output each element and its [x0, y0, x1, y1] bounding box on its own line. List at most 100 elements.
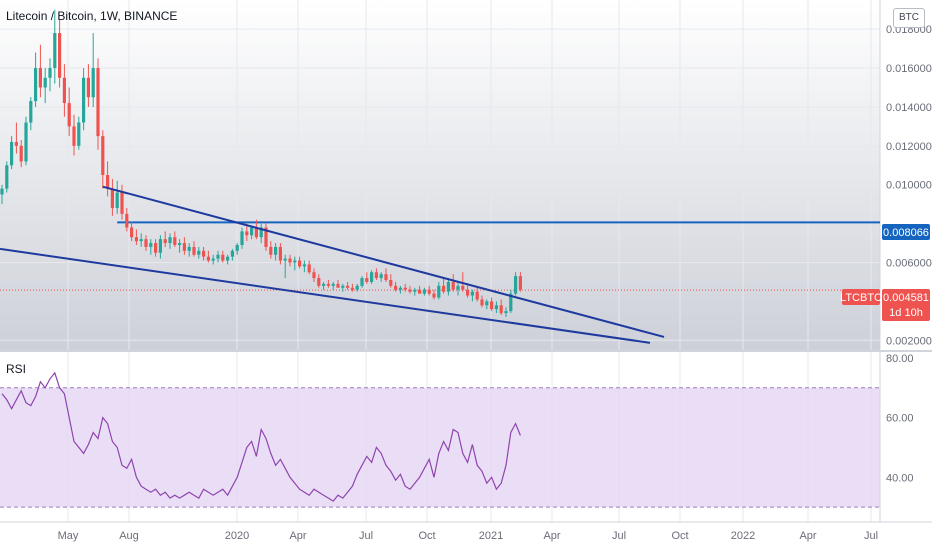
candle-body: [67, 103, 71, 127]
candle-body: [293, 260, 297, 263]
time-tick-label: Apr: [799, 530, 816, 542]
candle-body: [38, 68, 42, 88]
candle-body: [331, 283, 335, 286]
time-tick-label: Aug: [119, 530, 139, 542]
rsi-tick-label: 80.00: [886, 353, 914, 365]
price-tick-label: 0.014000: [886, 102, 932, 114]
candle-body: [82, 77, 86, 123]
candle-body: [29, 101, 33, 123]
candle-body: [5, 165, 9, 189]
candle-body: [384, 274, 388, 280]
candle-body: [278, 246, 282, 261]
rsi-tick-label: 40.00: [886, 472, 914, 484]
candle-body: [34, 68, 38, 102]
candle-body: [283, 258, 287, 261]
candle-body: [470, 291, 474, 296]
candle-body: [163, 239, 167, 244]
candle-body: [451, 281, 455, 290]
candle-body: [259, 227, 263, 238]
candle-body: [139, 239, 143, 242]
candle-body: [240, 231, 244, 245]
candle-body: [115, 192, 119, 209]
candle-body: [461, 285, 465, 290]
wedge-lower-trendline[interactable]: [0, 247, 651, 344]
candle-body: [250, 227, 254, 236]
svg-text:1d 10h: 1d 10h: [889, 307, 923, 319]
candle-body: [446, 281, 450, 292]
time-tick-label: Jul: [359, 530, 373, 542]
symbol-tag: LTCBTC: [840, 289, 882, 305]
rsi-axis: 80.00 60.00 40.00: [886, 353, 914, 484]
candle-body: [182, 243, 186, 251]
candle-body: [480, 299, 484, 306]
price-tick-label: 0.016000: [886, 63, 932, 75]
candle-body: [427, 289, 431, 294]
candle-body: [341, 285, 345, 288]
candle-body: [403, 287, 407, 290]
last-price-tag: 0.004581 1d 10h: [882, 289, 930, 321]
candle-body: [494, 305, 498, 310]
candle-body: [269, 246, 273, 255]
candle-body: [379, 274, 383, 279]
time-tick-label: Apr: [289, 530, 306, 542]
candle-body: [154, 243, 158, 253]
currency-button[interactable]: BTC: [893, 8, 925, 28]
candle-body: [288, 258, 292, 263]
candle-body: [19, 145, 23, 162]
svg-text:0.008066: 0.008066: [883, 227, 929, 239]
wedge-upper-trendline[interactable]: [102, 185, 665, 338]
candle-body: [389, 280, 393, 286]
price-tick-label: 0.002000: [886, 335, 932, 347]
candle-body: [312, 272, 316, 279]
candle-body: [168, 237, 172, 244]
candles: [0, 9, 522, 317]
time-tick-label: Jul: [864, 530, 878, 542]
candle-body: [302, 264, 306, 267]
candle-body: [91, 68, 95, 98]
candle-body: [10, 141, 14, 166]
price-tick-label: 0.010000: [886, 180, 932, 192]
candle-body: [110, 188, 114, 209]
svg-text:LTCBTC: LTCBTC: [840, 292, 882, 304]
candle-body: [130, 227, 134, 238]
candle-body: [72, 126, 76, 146]
svg-text:0.004581: 0.004581: [883, 292, 929, 304]
candle-body: [187, 246, 191, 251]
candle-body: [274, 246, 278, 255]
candle-body: [518, 276, 522, 290]
candle-body: [125, 213, 129, 228]
time-tick-label: Jul: [612, 530, 626, 542]
candle-body: [336, 283, 340, 288]
rsi-tick-label: 60.00: [886, 413, 914, 425]
rsi-label: RSI: [6, 362, 27, 376]
candle-body: [192, 246, 196, 255]
time-tick-label: 2021: [479, 530, 503, 542]
candle-body: [504, 311, 508, 314]
candle-body: [374, 272, 378, 279]
candle-body: [216, 254, 220, 259]
candle-body: [48, 68, 52, 78]
candle-body: [365, 278, 369, 282]
candle-body: [106, 175, 110, 189]
candle-body: [360, 278, 364, 286]
candle-body: [202, 250, 206, 257]
candle-body: [158, 239, 162, 253]
candle-body: [422, 289, 426, 294]
candle-body: [509, 293, 513, 312]
candle-body: [197, 250, 201, 255]
rsi-band: [0, 387, 880, 508]
time-tick-label: May: [58, 530, 79, 542]
candle-body: [307, 264, 311, 273]
candle-body: [322, 283, 326, 286]
time-tick-label: Oct: [418, 530, 435, 542]
candle-body: [499, 305, 503, 314]
candle-body: [178, 243, 182, 245]
candle-body: [211, 258, 215, 261]
candle-body: [149, 243, 153, 247]
candle-body: [485, 301, 489, 306]
time-tick-label: 2022: [731, 530, 755, 542]
resistance-level-tag: 0.008066: [882, 224, 930, 240]
candle-body: [408, 289, 412, 292]
candle-body: [317, 278, 321, 286]
